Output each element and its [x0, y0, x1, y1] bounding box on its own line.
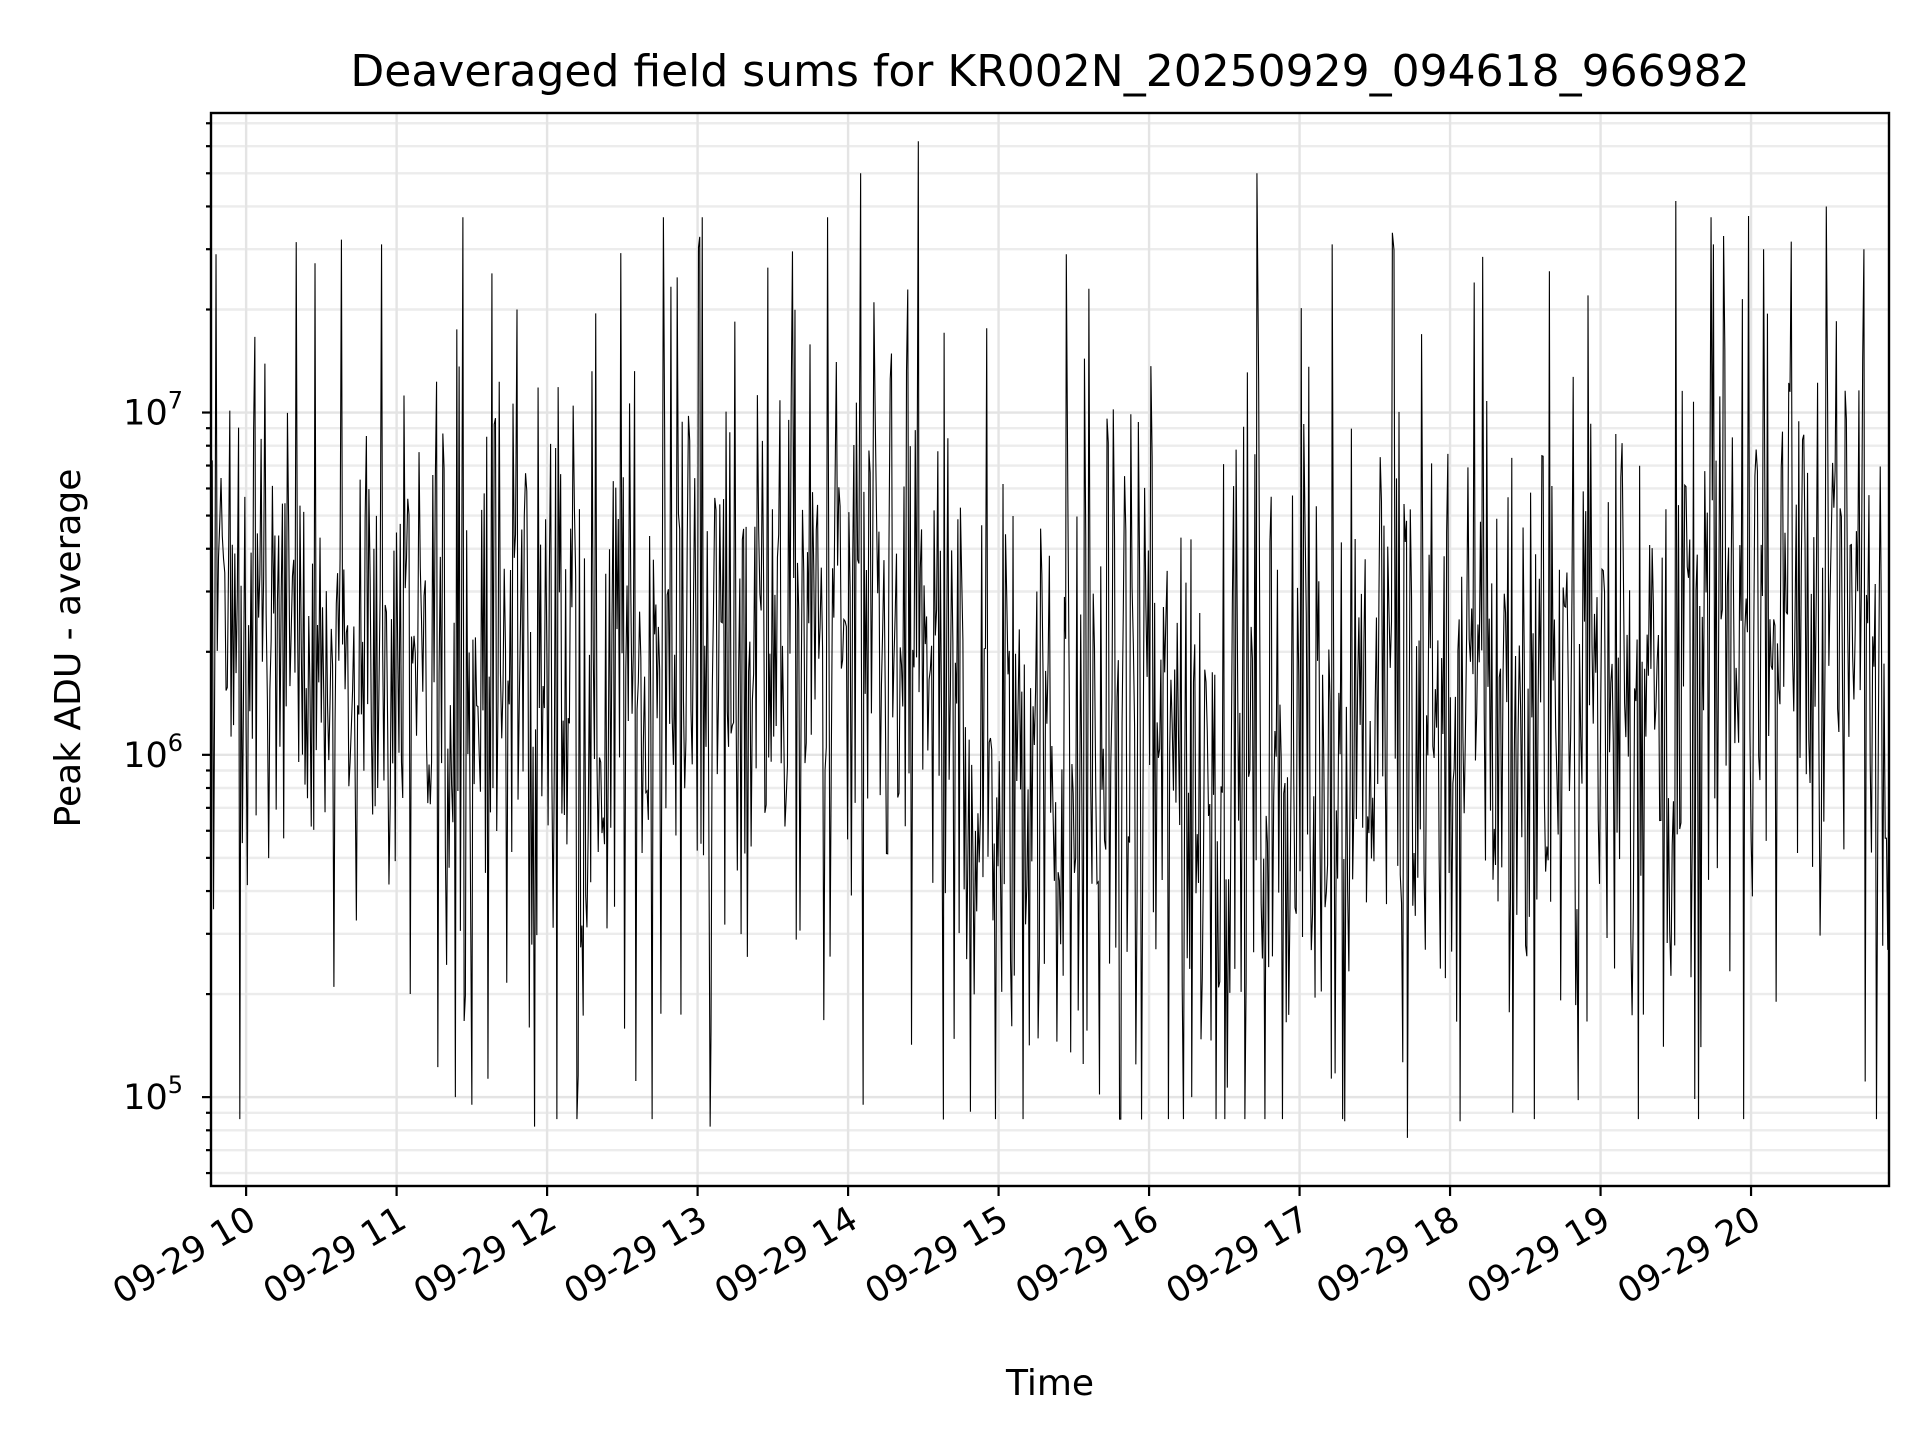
y-tick-label: 105	[123, 1071, 183, 1118]
chart-title: Deaveraged field sums for KR002N_2025092…	[350, 46, 1749, 97]
y-tick-label: 106	[123, 729, 183, 776]
y-tick-label: 107	[123, 387, 183, 434]
series-layer	[210, 141, 1890, 1138]
y-axis-ticks: 105 106 107	[123, 122, 211, 1175]
plot-frame	[209, 111, 1891, 1188]
y-axis-label: Peak ADU - average	[48, 469, 89, 828]
x-axis-label: Time	[1005, 1363, 1094, 1404]
series-line	[210, 141, 1890, 1138]
